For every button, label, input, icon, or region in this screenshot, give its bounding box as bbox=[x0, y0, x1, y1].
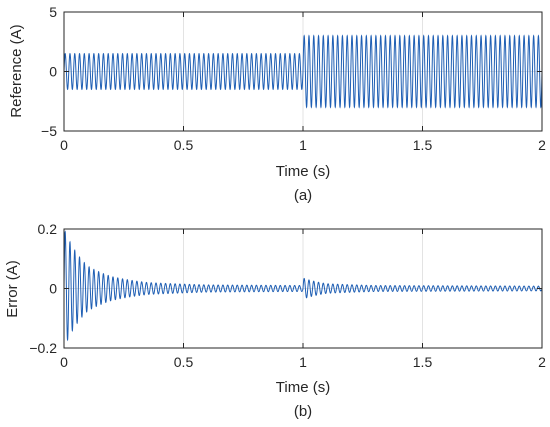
caption-a: (a) bbox=[294, 187, 312, 204]
y-axis-label-b: Error (A) bbox=[4, 260, 21, 318]
series-line bbox=[63, 34, 543, 109]
x-tick-label: 0 bbox=[60, 137, 68, 153]
x-tick-label: 1 bbox=[299, 354, 307, 370]
x-tick-label: 1.5 bbox=[413, 137, 433, 153]
y-tick-label: 0 bbox=[49, 281, 57, 297]
panel-b: 0 0.5 1 1.5 2−0.200.2 Error (A) Time (s) (b) bbox=[4, 221, 546, 420]
y-tick-label: −0.2 bbox=[29, 340, 57, 356]
x-axis-label-a: Time (s) bbox=[276, 163, 330, 180]
y-tick-label: −5 bbox=[41, 123, 57, 139]
y-axis-label-a: Reference (A) bbox=[8, 24, 25, 117]
x-tick-label: 0.5 bbox=[174, 137, 194, 153]
y-tick-label: 0 bbox=[49, 64, 57, 80]
x-tick-label: 0 bbox=[60, 354, 68, 370]
panel-a: 0 0.5 1 1.5 2−505 Reference (A) Time (s) (a) bbox=[8, 4, 546, 204]
y-tick-label: 5 bbox=[49, 4, 57, 20]
caption-b: (b) bbox=[294, 403, 312, 420]
x-tick-label: 0.5 bbox=[174, 354, 194, 370]
series-reference bbox=[63, 34, 543, 109]
ticks-b: 0 0.5 1 1.5 2−0.200.2 bbox=[29, 221, 546, 370]
ticks-a: 0 0.5 1 1.5 2−505 bbox=[41, 4, 546, 153]
x-tick-label: 2 bbox=[538, 354, 546, 370]
x-tick-label: 1 bbox=[299, 137, 307, 153]
x-axis-label-b: Time (s) bbox=[276, 379, 330, 396]
x-tick-label: 1.5 bbox=[413, 354, 433, 370]
x-tick-label: 2 bbox=[538, 137, 546, 153]
series-error bbox=[63, 230, 543, 342]
series-line bbox=[63, 230, 543, 342]
y-tick-label: 0.2 bbox=[38, 221, 58, 237]
